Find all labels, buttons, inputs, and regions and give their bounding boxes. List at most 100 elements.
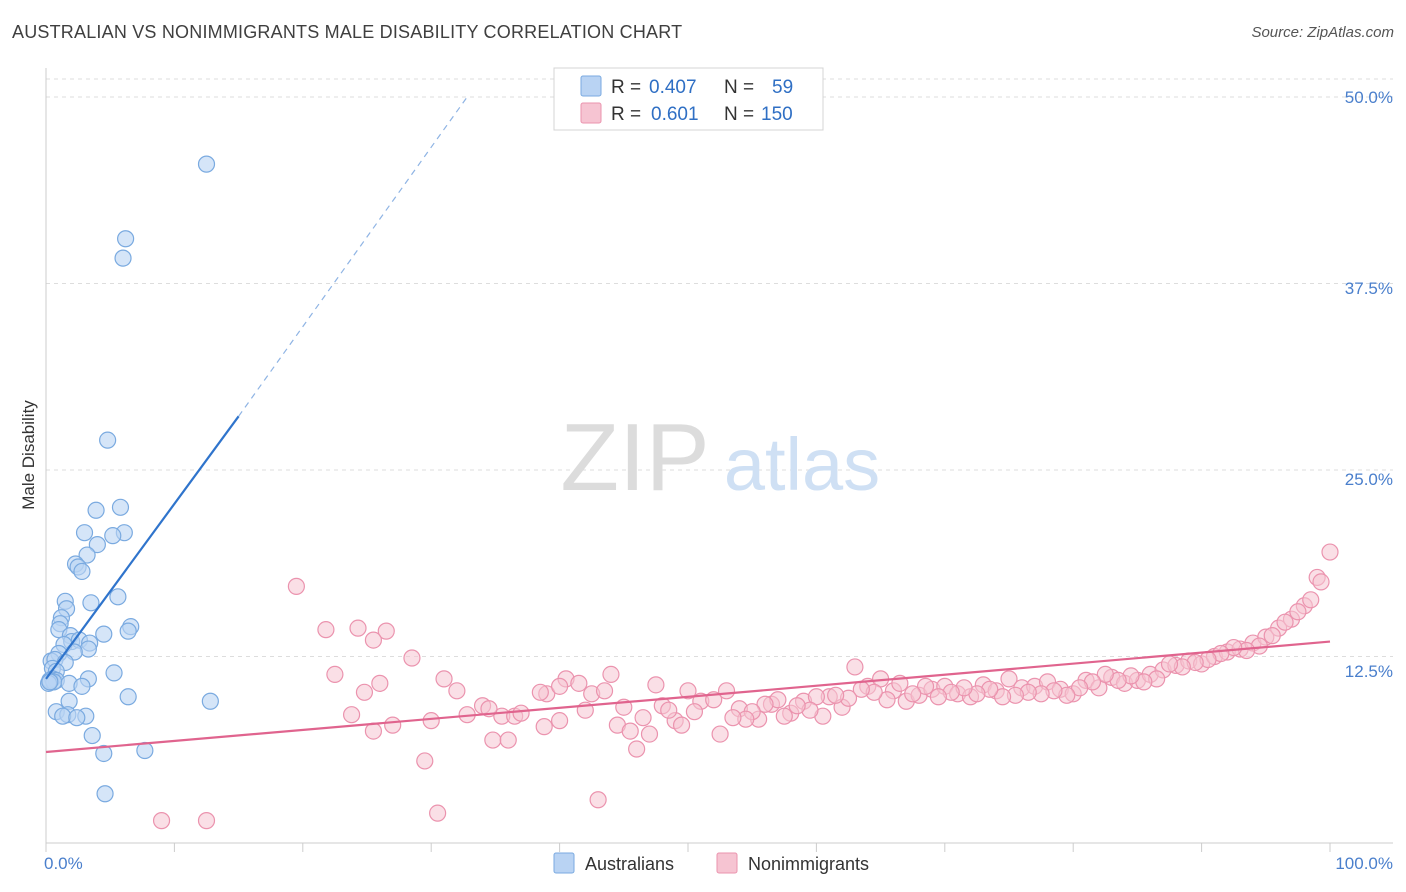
nonimmigrants-point-40 xyxy=(628,740,646,758)
legend-n-value-1: 59 xyxy=(772,77,793,98)
australians-point-4 xyxy=(111,498,130,516)
nonimmigrants-point-8 xyxy=(364,631,383,649)
legend-n-label-1: N = xyxy=(724,77,754,98)
x-tick-label-max: 100.0% xyxy=(1335,854,1393,873)
nonimmigrants-point-13 xyxy=(422,712,440,730)
bottom-legend: Australians Nonimmigrants xyxy=(553,852,869,874)
nonimmigrants-point-93 xyxy=(1302,591,1320,609)
australians-point-16 xyxy=(82,594,100,612)
nonimmigrants-point-135 xyxy=(756,695,774,713)
nonimmigrants-point-122 xyxy=(929,688,947,706)
australians-point-10 xyxy=(78,546,96,564)
nonimmigrants-point-41 xyxy=(672,716,691,734)
nonimmigrants-point-34 xyxy=(647,676,665,694)
source-label: Source: ZipAtlas.com xyxy=(1251,24,1394,41)
legend-r-value-2: 0.601 xyxy=(651,104,699,125)
watermark-zip: ZIP xyxy=(560,404,709,511)
nonimmigrants-point-25 xyxy=(364,722,383,740)
nonimmigrants-point-0 xyxy=(152,812,171,830)
australians-point-7 xyxy=(75,524,94,542)
nonimmigrants-point-6 xyxy=(326,665,344,684)
nonimmigrants-point-3 xyxy=(317,621,335,639)
nonimmigrants-points xyxy=(152,543,1339,830)
grid-lines xyxy=(46,78,1393,657)
nonimmigrants-point-142 xyxy=(660,701,678,719)
australians-point-55 xyxy=(83,726,101,745)
nonimmigrants-point-11 xyxy=(448,682,466,700)
y-tick-label-25: 25.0% xyxy=(1345,470,1393,489)
australians-point-45 xyxy=(73,677,91,695)
nonimmigrants-point-111 xyxy=(1071,679,1089,697)
australians-point-5 xyxy=(87,501,105,519)
nonimmigrants-point-4 xyxy=(349,619,367,637)
nonimmigrants-point-28 xyxy=(595,682,614,700)
nonimmigrants-point-109 xyxy=(1096,665,1114,684)
nonimmigrants-point-92 xyxy=(1312,573,1330,591)
nonimmigrants-point-12 xyxy=(416,752,434,770)
legend-r-label-2: R = xyxy=(611,104,641,125)
australians-point-54 xyxy=(68,709,86,727)
australians-point-8 xyxy=(104,527,122,545)
y-axis-label: Male Disability xyxy=(19,400,38,510)
australians-point-0 xyxy=(197,155,216,173)
nonimmigrants-point-22 xyxy=(384,716,402,734)
nonimmigrants-point-133 xyxy=(788,697,806,715)
nonimmigrants-point-66 xyxy=(1000,670,1018,688)
nonimmigrants-point-123 xyxy=(916,677,935,695)
nonimmigrants-trend-line xyxy=(45,640,1331,754)
australians-point-58 xyxy=(96,785,114,803)
australians-point-1 xyxy=(117,230,135,248)
nonimmigrants-point-26 xyxy=(499,731,517,749)
australians-point-3 xyxy=(99,431,117,449)
nonimmigrants-point-5 xyxy=(377,622,395,640)
nonimmigrants-point-33 xyxy=(602,665,620,684)
australians-point-52 xyxy=(54,707,72,725)
y-tick-label-12-5: 12.5% xyxy=(1345,662,1393,681)
legend-swatch-australians xyxy=(580,75,602,97)
chart-title: AUSTRALIAN VS NONIMMIGRANTS MALE DISABIL… xyxy=(12,22,683,42)
nonimmigrants-point-146 xyxy=(589,791,607,809)
nonimmigrants-point-141 xyxy=(679,682,697,700)
australians-trend-extension xyxy=(238,96,468,417)
nonimmigrants-point-36 xyxy=(570,674,588,692)
bottom-legend-label-nonimmigrants: Nonimmigrants xyxy=(748,854,869,874)
australians-point-57 xyxy=(95,744,113,763)
australians-point-37 xyxy=(105,664,123,682)
nonimmigrants-point-20 xyxy=(484,731,502,749)
australians-point-13 xyxy=(73,562,91,581)
nonimmigrants-point-117 xyxy=(993,688,1012,706)
y-tick-label-37-5: 37.5% xyxy=(1345,279,1393,298)
nonimmigrants-point-130 xyxy=(827,686,845,704)
watermark: ZIP atlas xyxy=(560,404,880,511)
nonimmigrants-point-23 xyxy=(355,683,374,701)
australians-point-14 xyxy=(109,588,127,606)
nonimmigrants-point-95 xyxy=(1276,613,1294,631)
watermark-atlas: atlas xyxy=(724,423,880,506)
australians-point-48 xyxy=(201,692,219,710)
nonimmigrants-point-147 xyxy=(550,677,569,695)
nonimmigrants-point-1 xyxy=(197,812,216,830)
nonimmigrants-point-9 xyxy=(403,649,421,667)
nonimmigrants-point-24 xyxy=(342,706,361,724)
australians-point-29 xyxy=(79,640,97,658)
australians-point-22 xyxy=(119,622,137,640)
australians-point-9 xyxy=(88,535,106,554)
nonimmigrants-point-7 xyxy=(371,674,389,692)
australians-point-2 xyxy=(114,249,132,267)
nonimmigrants-point-10 xyxy=(435,670,453,688)
legend-box: R = 0.407 N = 59 R = 0.601 N = 150 xyxy=(553,67,824,131)
legend-n-value-2: 150 xyxy=(761,104,793,125)
nonimmigrants-point-96 xyxy=(1263,627,1281,645)
x-tick-label-min: 0.0% xyxy=(44,854,83,873)
nonimmigrants-point-54 xyxy=(846,658,864,676)
nonimmigrants-point-138 xyxy=(724,709,742,727)
nonimmigrants-point-91 xyxy=(1321,543,1339,561)
legend-n-label-2: N = xyxy=(724,104,754,125)
australians-points xyxy=(39,155,219,803)
y-tick-label-50: 50.0% xyxy=(1345,88,1393,107)
nonimmigrants-point-145 xyxy=(621,722,639,740)
bottom-legend-swatch-australians xyxy=(553,852,575,874)
nonimmigrants-point-134 xyxy=(775,707,793,725)
nonimmigrants-point-18 xyxy=(531,683,549,701)
